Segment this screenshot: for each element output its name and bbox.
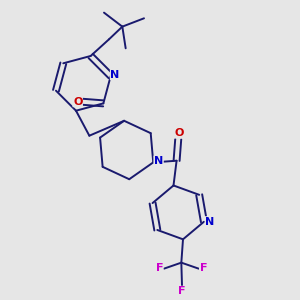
- Text: N: N: [154, 156, 163, 166]
- Text: F: F: [200, 263, 207, 273]
- Text: F: F: [156, 263, 163, 273]
- Text: N: N: [205, 217, 214, 227]
- Text: O: O: [174, 128, 184, 138]
- Text: F: F: [178, 286, 186, 296]
- Text: O: O: [73, 97, 82, 107]
- Text: N: N: [110, 70, 120, 80]
